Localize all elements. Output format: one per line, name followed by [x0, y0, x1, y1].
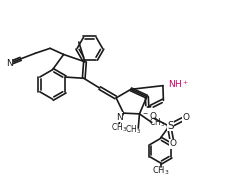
Text: N: N [6, 59, 13, 67]
Text: CH$_3$: CH$_3$ [149, 117, 165, 129]
Text: S: S [167, 121, 174, 131]
Text: CH$_3$: CH$_3$ [125, 124, 141, 136]
Text: CH$_3$: CH$_3$ [152, 165, 169, 177]
Text: $^-$O: $^-$O [141, 110, 158, 121]
Text: O: O [183, 113, 190, 122]
Text: N: N [116, 113, 122, 122]
Text: NH$^+$: NH$^+$ [168, 78, 189, 90]
Text: O: O [170, 139, 176, 148]
Text: CH$_3$: CH$_3$ [111, 122, 127, 134]
